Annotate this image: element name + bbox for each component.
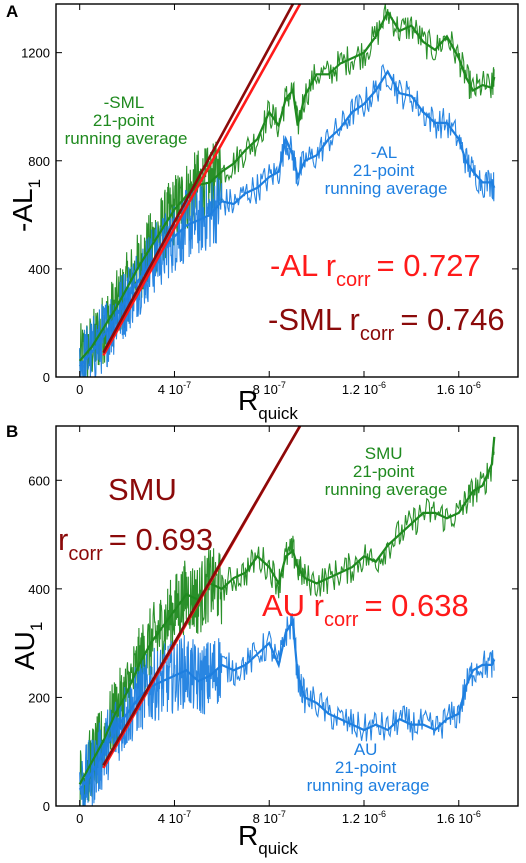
raw-data-trace: [79, 613, 495, 807]
panel-b-au-annotation: AU 21-point running average: [307, 740, 430, 795]
panel-b-au-rcorr: AU rcorr = 0.638: [262, 588, 469, 631]
panel-a-al-annotation: -AL 21-point running average: [325, 143, 448, 198]
x-tick-label: 1.6 10-6: [437, 380, 481, 397]
x-tick-label: 0: [76, 382, 83, 397]
panel-b-smu-rcorr: rcorr = 0.693: [58, 522, 213, 565]
y-tick-label: 200: [28, 690, 50, 705]
raw-data-trace: [79, 444, 495, 807]
fit-line: [102, 3, 302, 357]
panel-a-al-rcorr: -AL rcorr = 0.727: [270, 248, 481, 291]
panel-b-y-ticks: 0 200 400 600: [28, 473, 518, 814]
x-tick-label: 4 10-7: [158, 809, 191, 826]
panel-b-y-label: AU1: [9, 622, 46, 670]
y-tick-label: 1200: [21, 46, 50, 61]
x-tick-label: 1.6 10-6: [437, 809, 481, 826]
y-tick-label: 600: [28, 473, 50, 488]
panel-a-x-label: Rquick: [238, 385, 298, 423]
panel-b-series: [78, 436, 496, 791]
running-average-line: [78, 618, 496, 791]
x-tick-label: 4 10-7: [158, 380, 191, 397]
x-tick-label: 0: [76, 811, 83, 826]
running-average-line: [78, 436, 496, 785]
panel-a-sml-annotation: -SML 21-point running average: [65, 93, 188, 148]
panel-b-letter: B: [6, 422, 18, 441]
fit-line: [102, 3, 295, 354]
panel-b: B 0 4 10-7 8 10-7 1.2 10-6 1.6 10-6 0 200 400 6…: [6, 422, 519, 858]
panel-a-y-ticks: 0 400 800 1200: [21, 46, 518, 385]
panel-a-letter: A: [6, 2, 18, 21]
panel-a-sml-rcorr: -SML rcorr = 0.746: [268, 302, 505, 345]
panel-a-plot-frame: [55, 3, 519, 378]
x-tick-label: 1.2 10-6: [342, 380, 386, 397]
x-tick-label: 8 10-7: [253, 809, 286, 826]
x-tick-label: 8 10-7: [253, 380, 286, 397]
x-tick-label: 1.2 10-6: [342, 809, 386, 826]
panel-a: A 0 4 10-7 8 10-7 1.2 10-6 1.6 10-6 0 400 800 1…: [6, 2, 519, 423]
y-tick-label: 400: [28, 262, 50, 277]
y-tick-label: 0: [43, 799, 50, 814]
panel-b-smu-annotation: SMU 21-point running average: [325, 444, 448, 499]
panel-a-y-label: -AL1: [7, 179, 44, 232]
panel-a-fit-lines: [102, 3, 302, 357]
y-tick-label: 800: [28, 154, 50, 169]
panel-b-fit-lines: [102, 425, 302, 769]
panel-a-x-ticks: 0 4 10-7 8 10-7 1.2 10-6 1.6 10-6: [76, 4, 481, 397]
panel-b-x-label: Rquick: [238, 820, 298, 858]
y-tick-label: 0: [43, 370, 50, 385]
panel-b-smu-title: SMU: [108, 472, 177, 507]
panel-b-scatter-cloud: [79, 444, 495, 807]
running-average-line: [78, 9, 496, 362]
panel-b-x-ticks: 0 4 10-7 8 10-7 1.2 10-6 1.6 10-6: [76, 426, 481, 826]
panel-b-plot-frame: [55, 425, 519, 807]
y-tick-label: 400: [28, 582, 50, 597]
fit-line: [102, 425, 302, 766]
